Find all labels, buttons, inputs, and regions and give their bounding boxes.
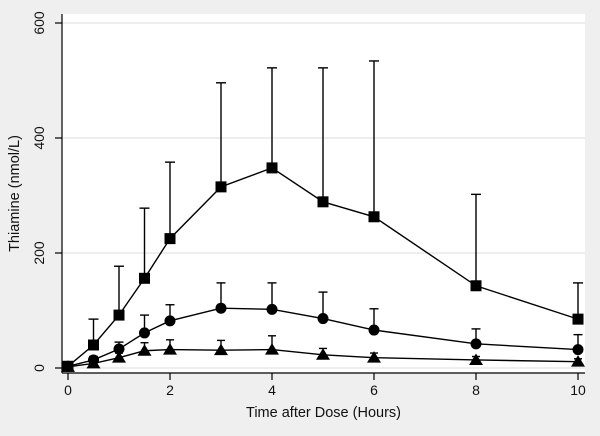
triangle-marker bbox=[571, 355, 585, 367]
square-marker bbox=[139, 272, 150, 284]
circle-marker bbox=[113, 343, 125, 355]
circle-marker bbox=[215, 302, 227, 314]
triangle-marker bbox=[112, 351, 126, 363]
square-marker bbox=[317, 196, 329, 208]
triangle-marker bbox=[163, 343, 177, 355]
y-tick-label-600: 600 bbox=[31, 11, 47, 35]
x-tick-label-10: 10 bbox=[570, 382, 586, 398]
circle-marker bbox=[266, 303, 278, 315]
x-tick-label-8: 8 bbox=[472, 382, 480, 398]
square-marker bbox=[266, 162, 278, 174]
square-marker bbox=[215, 181, 227, 193]
x-tick-label-0: 0 bbox=[64, 382, 72, 398]
triangle-marker bbox=[367, 351, 381, 363]
triangle-marker bbox=[214, 343, 228, 356]
circle-marker bbox=[572, 344, 584, 356]
triangle-marker bbox=[137, 344, 152, 356]
circle-marker bbox=[139, 327, 150, 339]
y-tick-label-200: 200 bbox=[31, 241, 47, 265]
square-marker bbox=[572, 313, 584, 325]
circle-marker bbox=[470, 338, 482, 350]
triangle-marker bbox=[86, 356, 101, 369]
square-marker bbox=[164, 233, 176, 245]
x-axis-title: Time after Dose (Hours) bbox=[246, 405, 401, 421]
triangle-marker bbox=[469, 353, 483, 365]
x-tick-label-2: 2 bbox=[166, 382, 174, 398]
y-tick-label-400: 400 bbox=[31, 126, 47, 150]
square-marker bbox=[470, 280, 482, 292]
plot-layer: 0 200 400 600 0 2 4 6 8 10 bbox=[31, 11, 586, 398]
x-tick-label-6: 6 bbox=[370, 382, 378, 398]
square-marker bbox=[368, 211, 380, 223]
square-marker bbox=[88, 339, 99, 351]
triangle-marker bbox=[265, 343, 279, 355]
triangle-marker bbox=[316, 348, 330, 360]
circle-marker bbox=[164, 315, 176, 327]
circle-marker bbox=[317, 313, 329, 325]
circle-marker bbox=[368, 324, 380, 336]
x-tick-label-4: 4 bbox=[268, 382, 276, 398]
y-axis-title: Thiamine (nmol/L) bbox=[7, 135, 23, 252]
square-marker bbox=[113, 309, 125, 321]
triangle-marker bbox=[61, 360, 75, 372]
y-tick-label-0: 0 bbox=[31, 364, 47, 372]
